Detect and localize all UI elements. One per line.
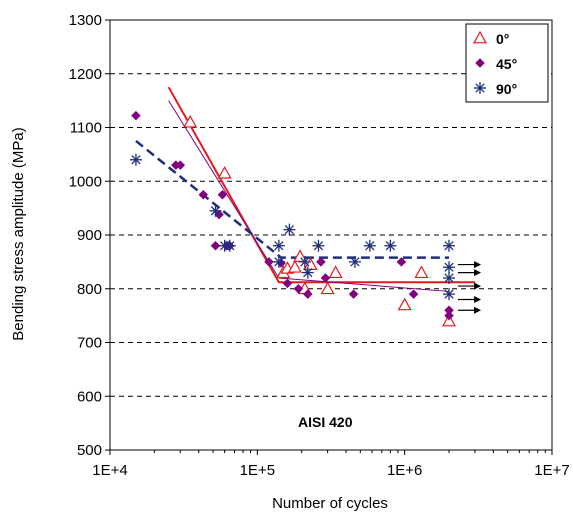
asterisk-stroke: [475, 83, 485, 93]
data-point-2: [443, 239, 456, 252]
legend-label-0: 0°: [496, 31, 509, 47]
legend: 0° 45° 90°: [465, 23, 549, 103]
asterisk-stroke: [300, 257, 310, 267]
axis-ticks: 500 600 700 800 900 1000 1100 1200 1300 1E+4 1E+5 1…: [69, 12, 570, 479]
asterisk-stroke: [303, 267, 313, 278]
y-tick-label: 1300: [69, 12, 102, 29]
asterisk-stroke: [365, 241, 375, 251]
x-tick-label: 1E+5: [240, 462, 275, 479]
data-point-2: [348, 255, 361, 268]
asterisk-stroke: [131, 155, 141, 165]
runout-arrows: [457, 261, 482, 314]
x-axis-title: Number of cycles: [272, 495, 388, 512]
data-point-1: [217, 189, 228, 200]
data-point-0: [328, 265, 343, 279]
y-tick-label: 1000: [69, 173, 102, 190]
data-point-0: [320, 281, 335, 295]
asterisk-stroke: [444, 273, 454, 283]
runout-arrow-head: [474, 306, 482, 314]
asterisk-stroke: [385, 241, 396, 251]
data-point-2: [272, 255, 285, 268]
data-point-1: [264, 257, 274, 267]
data-point-2: [272, 239, 285, 252]
data-point-1: [131, 110, 141, 121]
data-point-2: [443, 288, 456, 301]
legend-label-90: 90°: [496, 81, 517, 97]
runout-arrow-head: [474, 269, 482, 277]
data-point-0: [287, 260, 302, 273]
runout-arrow-head: [474, 282, 482, 290]
asterisk-stroke: [284, 224, 295, 235]
legend-symbol-0: [472, 30, 488, 44]
runout-arrow-head: [474, 296, 482, 303]
asterisk-stroke: [444, 241, 454, 251]
data-point-1: [348, 289, 359, 299]
asterisk-stroke: [350, 257, 360, 267]
data-point-0: [217, 165, 232, 179]
data-point-1: [444, 310, 454, 321]
asterisk-stroke: [444, 289, 454, 299]
legend-symbol-1: [475, 58, 485, 68]
data-point-2: [443, 272, 456, 284]
asterisk-stroke: [210, 206, 221, 216]
runout-arrow-head: [474, 261, 482, 269]
data-point-2: [301, 266, 314, 279]
data-point-1: [210, 240, 221, 251]
asterisk-stroke: [225, 241, 235, 251]
y-tick-label: 1100: [70, 120, 102, 137]
data-point-2: [443, 261, 456, 274]
y-tick-label: 1200: [69, 66, 102, 83]
asterisk-stroke: [313, 241, 324, 251]
data-point-1: [316, 257, 326, 267]
data-point-2: [298, 255, 311, 268]
data-point-1: [282, 278, 293, 289]
data-point-0: [414, 265, 429, 279]
data-point-1: [320, 273, 331, 283]
y-tick-label: 900: [77, 227, 102, 244]
x-tick-label: 1E+6: [387, 462, 422, 479]
data-point-2: [209, 204, 222, 217]
legend-label-45: 45°: [496, 56, 517, 72]
y-tick-label: 700: [77, 335, 102, 352]
asterisk-stroke: [274, 241, 284, 251]
data-point-1: [175, 160, 186, 170]
y-tick-label: 800: [77, 281, 102, 298]
y-tick-label: 500: [77, 442, 102, 459]
data-point-2: [129, 153, 142, 166]
data-point-2: [223, 239, 236, 252]
fit-line-0: [167, 86, 475, 284]
data-point-1: [396, 257, 407, 267]
x-tick-label: 1E+7: [534, 462, 569, 479]
grid-lines: [110, 73, 552, 397]
data-point-1: [302, 289, 313, 299]
data-point-1: [198, 189, 209, 200]
data-point-0: [183, 114, 198, 128]
data-points: [129, 110, 457, 327]
chart-annotation: AISI 420: [298, 414, 353, 430]
x-tick-label: 1E+4: [92, 462, 127, 479]
asterisk-stroke: [274, 257, 284, 267]
asterisk-stroke: [444, 262, 454, 272]
data-point-2: [312, 239, 325, 252]
fit-line-2: [135, 139, 450, 259]
data-point-1: [408, 289, 419, 299]
y-tick-label: 600: [77, 388, 102, 405]
data-point-0: [397, 297, 412, 311]
y-axis-title: Bending stress amplitude (MPa): [10, 127, 27, 340]
legend-symbol-2: [474, 82, 486, 94]
data-point-1: [293, 283, 304, 294]
data-point-2: [283, 223, 296, 236]
data-point-2: [384, 239, 397, 252]
data-point-2: [363, 239, 376, 252]
